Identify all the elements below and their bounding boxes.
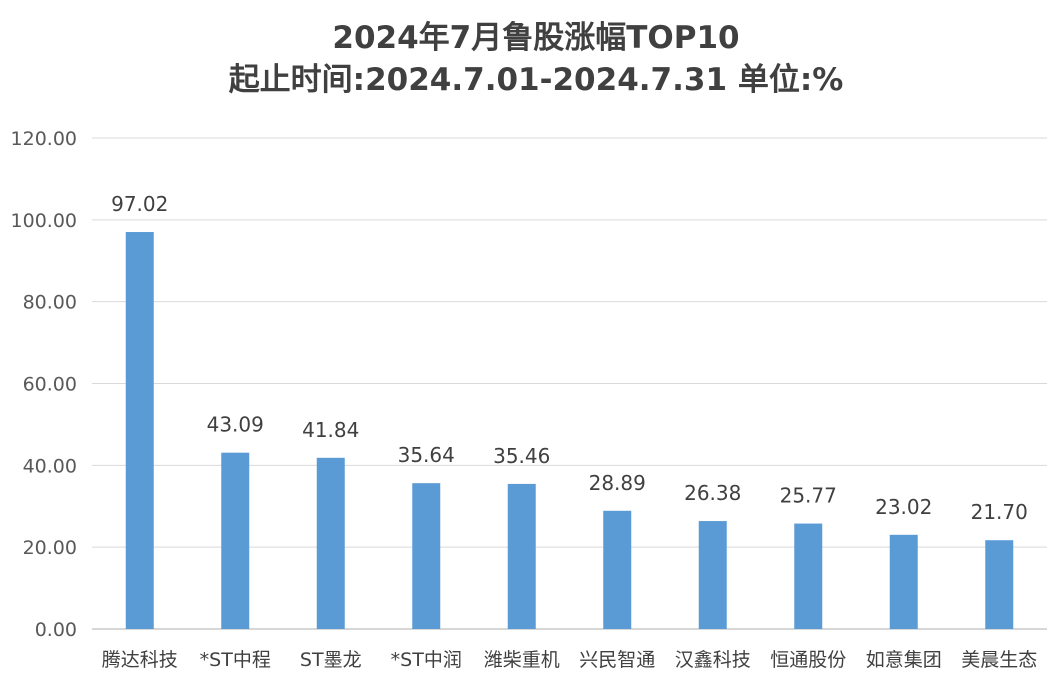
- y-tick-label: 0.00: [35, 619, 77, 641]
- y-tick-label: 100.00: [11, 210, 77, 232]
- bar: [221, 452, 250, 629]
- category-label: 兴民智通: [579, 649, 655, 671]
- data-label: 97.02: [111, 192, 168, 216]
- bar: [507, 483, 536, 629]
- data-label: 28.89: [589, 471, 646, 495]
- bar: [985, 540, 1014, 629]
- y-tick-label: 60.00: [23, 374, 77, 396]
- data-label: 26.38: [684, 481, 741, 505]
- bar: [412, 483, 441, 629]
- y-tick-label: 80.00: [23, 292, 77, 314]
- category-label: 如意集团: [866, 649, 942, 671]
- bar: [603, 510, 632, 629]
- y-tick-label: 120.00: [11, 128, 77, 150]
- bar: [316, 457, 345, 629]
- category-label: *ST中程: [200, 649, 271, 671]
- y-axis-ticks: 0.00 20.00 40.00 60.00 80.00 100.00 120.00: [11, 128, 77, 641]
- data-label: 25.77: [780, 484, 837, 508]
- data-label: 35.64: [398, 443, 455, 467]
- y-tick-label: 40.00: [23, 455, 77, 477]
- category-label: 美晨生态: [961, 649, 1037, 671]
- bar: [889, 534, 918, 629]
- gridlines: [92, 137, 1047, 630]
- data-label: 35.46: [493, 444, 550, 468]
- y-tick-label: 20.00: [23, 537, 77, 559]
- data-label: 23.02: [875, 495, 932, 519]
- data-label: 21.70: [971, 500, 1028, 524]
- chart-title: 2024年7月鲁股涨幅TOP10: [332, 20, 739, 56]
- category-label: 汉鑫科技: [675, 649, 751, 671]
- bar: [698, 521, 727, 629]
- category-label: 潍柴重机: [484, 649, 560, 671]
- bars: [125, 232, 1014, 630]
- category-label: ST墨龙: [300, 649, 362, 671]
- bar: [794, 523, 823, 629]
- data-labels: 97.02 43.09 41.84 35.64 35.46 28.89 26.38 25.77…: [111, 192, 1028, 524]
- category-label: 恒通股份: [770, 649, 846, 671]
- bar: [125, 232, 154, 630]
- category-label: *ST中润: [391, 649, 462, 671]
- category-label: 腾达科技: [102, 649, 178, 671]
- data-label: 41.84: [302, 418, 359, 442]
- chart-subtitle: 起止时间:2024.7.01-2024.7.31 单位:%: [229, 62, 844, 98]
- x-axis-categories: 腾达科技 *ST中程 ST墨龙 *ST中润 潍柴重机 兴民智通 汉鑫科技 恒通股份 如意集团 美晨…: [102, 649, 1038, 671]
- data-label: 43.09: [207, 413, 264, 437]
